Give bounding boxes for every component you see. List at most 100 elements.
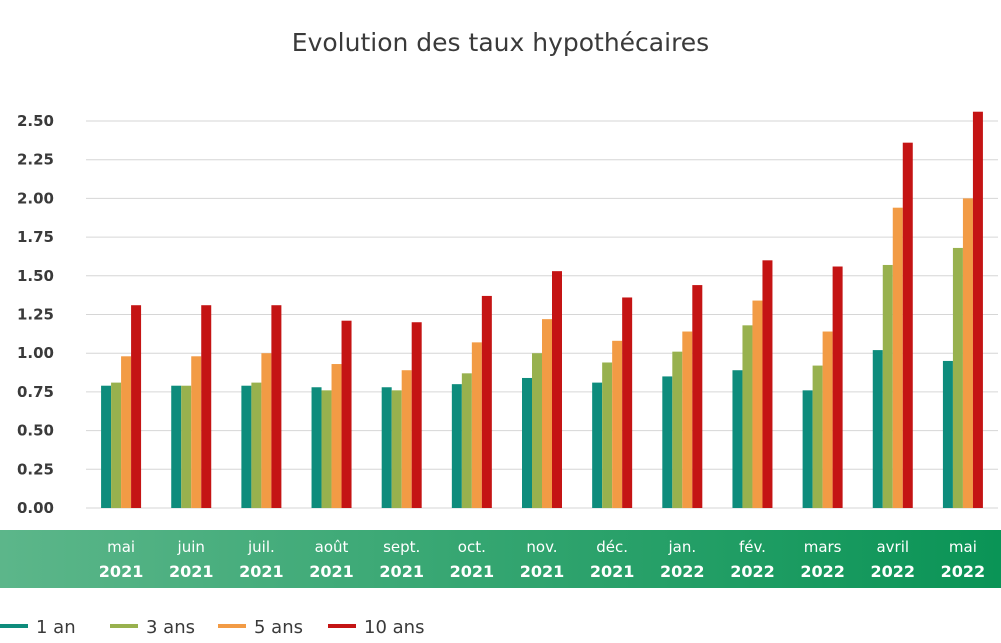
bar-10-ans-3 bbox=[341, 320, 352, 508]
bar-10-ans-0 bbox=[131, 305, 142, 508]
x-year-label: 2022 bbox=[660, 562, 705, 581]
bar-5-ans-5 bbox=[471, 342, 482, 508]
bar-5-ans-2 bbox=[261, 353, 272, 508]
legend-swatch bbox=[218, 624, 246, 628]
bar-10-ans-5 bbox=[481, 295, 492, 508]
y-tick-label: 2.25 bbox=[17, 151, 54, 169]
bar-1-an-5 bbox=[451, 384, 462, 508]
bar-5-ans-0 bbox=[121, 356, 132, 508]
bar-3-ans-4 bbox=[391, 390, 402, 508]
x-month-label: fév. bbox=[739, 538, 766, 556]
bar-3-ans-7 bbox=[602, 362, 613, 508]
bar-5-ans-6 bbox=[542, 319, 552, 508]
x-month-label: déc. bbox=[596, 538, 628, 556]
x-year-label: 2021 bbox=[239, 562, 284, 581]
x-month-label: mai bbox=[949, 538, 977, 556]
legend-label: 3 ans bbox=[146, 617, 195, 638]
x-month-label: nov. bbox=[526, 538, 557, 556]
y-tick-label: 1.25 bbox=[17, 306, 54, 324]
bar-1-an-4 bbox=[381, 387, 392, 508]
bar-10-ans-2 bbox=[271, 305, 282, 508]
bar-1-an-7 bbox=[592, 382, 603, 508]
bars bbox=[101, 111, 983, 509]
bar-1-an-8 bbox=[662, 376, 673, 508]
bar-10-ans-1 bbox=[201, 305, 212, 508]
y-tick-label: 0.00 bbox=[17, 499, 54, 517]
x-month-label: oct. bbox=[458, 538, 486, 556]
x-year-label: 2022 bbox=[871, 562, 916, 581]
legend-label: 5 ans bbox=[254, 617, 303, 638]
bar-5-ans-8 bbox=[682, 331, 693, 508]
bar-1-an-12 bbox=[942, 360, 953, 508]
bar-5-ans-1 bbox=[191, 356, 202, 508]
bar-10-ans-11 bbox=[902, 142, 913, 508]
x-year-label: 2021 bbox=[169, 562, 214, 581]
bar-5-ans-12 bbox=[962, 198, 973, 508]
bar-5-ans-11 bbox=[892, 207, 903, 509]
bar-10-ans-10 bbox=[832, 266, 843, 508]
legend: 1 an 3 ans 5 ans 10 ans bbox=[0, 617, 424, 638]
x-month-label: mai bbox=[107, 538, 135, 556]
legend-label: 1 an bbox=[36, 617, 76, 638]
bar-1-an-10 bbox=[802, 390, 813, 508]
y-tick-label: 1.75 bbox=[17, 228, 54, 246]
legend-swatch bbox=[328, 624, 356, 628]
x-year-label: 2021 bbox=[520, 562, 565, 581]
bar-3-ans-10 bbox=[812, 365, 823, 508]
bar-1-an-2 bbox=[241, 385, 252, 508]
bar-10-ans-7 bbox=[622, 297, 633, 508]
bar-1-an-9 bbox=[732, 370, 743, 508]
bar-3-ans-11 bbox=[882, 264, 893, 508]
x-month-label: sept. bbox=[383, 538, 420, 556]
x-axis-band bbox=[0, 530, 1001, 588]
legend-label: 10 ans bbox=[364, 617, 424, 638]
x-year-label: 2021 bbox=[450, 562, 495, 581]
bar-1-an-3 bbox=[311, 387, 322, 508]
y-tick-label: 1.00 bbox=[17, 344, 54, 362]
x-year-label: 2022 bbox=[800, 562, 845, 581]
bar-1-an-6 bbox=[522, 377, 532, 508]
x-year-label: 2021 bbox=[99, 562, 144, 581]
bar-3-ans-8 bbox=[672, 351, 683, 508]
x-month-label: mars bbox=[804, 538, 842, 556]
x-year-label: 2022 bbox=[941, 562, 986, 581]
x-year-label: 2021 bbox=[590, 562, 635, 581]
bar-3-ans-9 bbox=[742, 325, 753, 508]
bar-10-ans-12 bbox=[972, 111, 983, 508]
bar-3-ans-12 bbox=[952, 247, 963, 508]
y-tick-label: 0.25 bbox=[17, 460, 54, 478]
bar-3-ans-3 bbox=[321, 390, 332, 508]
x-year-label: 2021 bbox=[309, 562, 354, 581]
bar-3-ans-1 bbox=[181, 385, 192, 508]
bar-5-ans-9 bbox=[752, 300, 763, 508]
bar-10-ans-6 bbox=[552, 271, 562, 508]
x-month-label: août bbox=[315, 538, 349, 556]
legend-swatch bbox=[0, 624, 28, 628]
chart-title: Evolution des taux hypothécaires bbox=[291, 28, 710, 57]
x-month-label: juin bbox=[177, 538, 205, 556]
x-month-label: avril bbox=[876, 538, 909, 556]
y-tick-label: 2.50 bbox=[17, 112, 54, 130]
bar-1-an-1 bbox=[171, 385, 182, 508]
bar-1-an-11 bbox=[872, 350, 883, 508]
legend-swatch bbox=[110, 624, 138, 628]
y-tick-label: 1.50 bbox=[17, 267, 54, 285]
x-month-label: juil. bbox=[247, 538, 275, 556]
bar-10-ans-8 bbox=[692, 285, 703, 508]
y-axis-ticks: 0.00 0.25 0.50 0.75 1.00 1.25 1.50 1.75 2.00 2.25… bbox=[17, 112, 54, 517]
y-tick-label: 0.75 bbox=[17, 383, 54, 401]
x-month-label: jan. bbox=[667, 538, 696, 556]
bar-10-ans-9 bbox=[762, 260, 773, 508]
x-year-label: 2021 bbox=[379, 562, 424, 581]
bar-3-ans-0 bbox=[111, 382, 122, 508]
bar-5-ans-3 bbox=[331, 364, 342, 508]
bar-3-ans-2 bbox=[251, 382, 262, 508]
bar-3-ans-5 bbox=[461, 373, 472, 508]
bar-5-ans-4 bbox=[401, 370, 412, 508]
y-tick-label: 2.00 bbox=[17, 189, 54, 207]
y-tick-label: 0.50 bbox=[17, 422, 54, 440]
bar-10-ans-4 bbox=[411, 322, 422, 508]
bar-5-ans-10 bbox=[822, 331, 833, 508]
bar-1-an-0 bbox=[101, 385, 112, 508]
